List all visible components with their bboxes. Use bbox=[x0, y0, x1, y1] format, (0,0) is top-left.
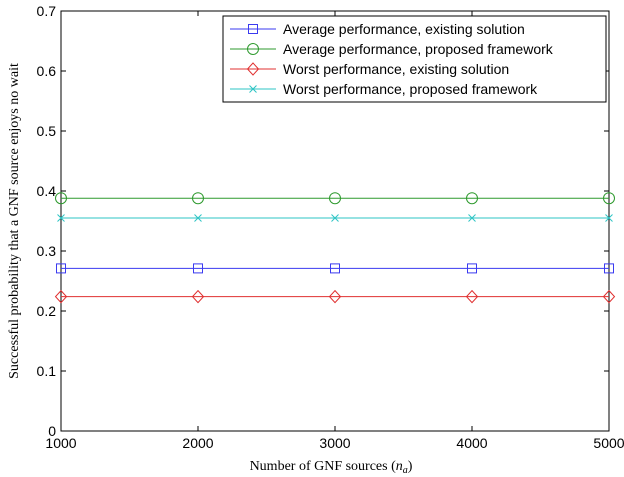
diamond-marker bbox=[602, 289, 616, 304]
legend-label: Average performance, existing solution bbox=[283, 21, 525, 37]
x-tick-label: 3000 bbox=[319, 435, 350, 451]
x-axis-label: Number of GNF sources (na) bbox=[250, 459, 413, 476]
circle-marker bbox=[55, 192, 67, 205]
diamond-marker bbox=[54, 289, 68, 304]
legend-box bbox=[222, 15, 607, 103]
legend-item: Average performance, existing solution bbox=[230, 21, 525, 37]
x-marker bbox=[57, 214, 65, 222]
series-diamond bbox=[54, 289, 616, 304]
legend-item: Worst performance, proposed framework bbox=[230, 81, 538, 97]
legend-label: Worst performance, proposed framework bbox=[283, 81, 538, 97]
series-layer bbox=[54, 192, 616, 304]
diamond-marker bbox=[191, 289, 205, 304]
diamond-marker bbox=[465, 289, 479, 304]
circle-marker bbox=[466, 192, 478, 205]
x-tick-label: 4000 bbox=[456, 435, 487, 451]
legend-label: Average performance, proposed framework bbox=[283, 41, 554, 57]
legend: Average performance, existing solution Av… bbox=[222, 15, 607, 103]
legend-label: Worst performance, existing solution bbox=[283, 61, 509, 77]
legend-item: Average performance, proposed framework bbox=[230, 41, 554, 57]
y-tick-label: 0.7 bbox=[37, 3, 57, 19]
square-marker bbox=[604, 263, 614, 274]
circle-marker bbox=[192, 192, 204, 205]
x-marker bbox=[194, 214, 202, 222]
square-marker bbox=[248, 24, 258, 34]
y-tick-label: 0.6 bbox=[37, 63, 57, 79]
y-tick-label: 0.5 bbox=[37, 123, 57, 139]
legend-item: Worst performance, existing solution bbox=[230, 61, 509, 77]
y-axis-label: Successful probability that a GNF source… bbox=[7, 63, 22, 379]
series-circle bbox=[55, 192, 615, 205]
y-tick-label: 0.4 bbox=[37, 183, 57, 199]
square-marker bbox=[193, 263, 203, 274]
circle-marker bbox=[247, 43, 259, 55]
series-x bbox=[57, 214, 613, 222]
x-tick-label: 5000 bbox=[593, 435, 624, 451]
diamond-marker bbox=[328, 289, 342, 304]
circle-marker bbox=[329, 192, 341, 205]
x-marker bbox=[468, 214, 476, 222]
y-tick-label: 0.3 bbox=[37, 243, 57, 259]
diamond-marker bbox=[246, 62, 260, 76]
square-marker bbox=[330, 263, 340, 274]
x-marker bbox=[249, 85, 257, 93]
square-marker bbox=[56, 263, 66, 274]
x-tick-label: 2000 bbox=[182, 435, 213, 451]
square-marker bbox=[467, 263, 477, 274]
x-marker bbox=[605, 214, 613, 222]
y-tick-label: 0.1 bbox=[37, 363, 57, 379]
ticks-layer: 1000 2000 3000 4000 5000 0 0.1 0.2 0.3 0.4 0.5 0.6 0… bbox=[37, 3, 624, 451]
x-tick-label: 1000 bbox=[45, 435, 76, 451]
circle-marker bbox=[603, 192, 615, 205]
y-tick-label: 0 bbox=[48, 423, 56, 439]
y-tick-label: 0.2 bbox=[37, 303, 57, 319]
series-square bbox=[56, 263, 614, 274]
x-marker bbox=[331, 214, 339, 222]
